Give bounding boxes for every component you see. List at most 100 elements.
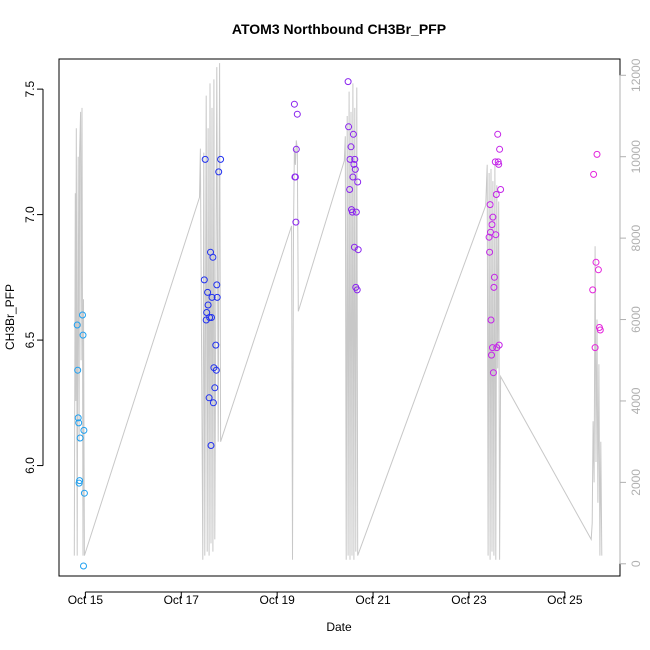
- data-point: [291, 173, 299, 181]
- data-points: [73, 78, 604, 570]
- data-point: [213, 293, 221, 301]
- data-point: [293, 110, 301, 118]
- data-point: [348, 208, 356, 216]
- data-point: [212, 366, 220, 374]
- data-point: [79, 331, 87, 339]
- data-point: [487, 316, 495, 324]
- data-point: [593, 150, 601, 158]
- data-point: [490, 273, 498, 281]
- data-point: [346, 186, 354, 193]
- x-tick-label: Oct 19: [259, 593, 295, 607]
- data-point: [75, 479, 83, 487]
- data-point: [204, 301, 212, 309]
- data-point: [208, 314, 215, 321]
- data-point: [497, 186, 505, 193]
- plot-frame: [58, 58, 621, 577]
- data-point: [590, 170, 598, 178]
- data-point: [346, 155, 354, 163]
- data-point: [203, 309, 211, 316]
- data-point: [206, 314, 214, 321]
- data-point: [351, 155, 359, 163]
- x-tick-label: Oct 23: [451, 593, 487, 607]
- data-point: [486, 201, 494, 209]
- data-point: [205, 394, 213, 402]
- data-point: [592, 258, 600, 266]
- data-point: [74, 414, 82, 422]
- data-point: [349, 130, 357, 138]
- data-point: [354, 246, 362, 254]
- data-point: [80, 562, 87, 570]
- data-point: [292, 145, 300, 153]
- data-point: [353, 286, 361, 294]
- x-tick-label: Oct 25: [547, 593, 583, 607]
- data-point: [496, 145, 504, 153]
- chart-title: ATOM3 Northbound CH3Br_PFP: [232, 21, 446, 37]
- data-point: [209, 399, 217, 407]
- data-point: [591, 344, 599, 352]
- data-point: [201, 155, 209, 163]
- data-point: [490, 283, 498, 291]
- data-point: [290, 100, 298, 108]
- data-point: [80, 489, 88, 497]
- data-point: [74, 366, 82, 374]
- data-point: [596, 326, 604, 334]
- x-axis-label: Date: [326, 620, 352, 634]
- y-tick-label: 7.0: [23, 206, 37, 223]
- altitude-line: [73, 63, 603, 560]
- data-point: [492, 231, 500, 239]
- data-point: [204, 288, 212, 296]
- data-point: [215, 168, 223, 176]
- data-point: [350, 160, 358, 168]
- data-point: [208, 293, 216, 301]
- right-axis-tick-label: 2000: [629, 469, 643, 496]
- data-point: [79, 311, 86, 319]
- altitude-series: [73, 63, 603, 560]
- right-axis-tick-label: 8000: [629, 224, 643, 251]
- data-point: [209, 253, 217, 261]
- right-axis-tick-label: 12000: [629, 58, 643, 92]
- x-tick-label: Oct 15: [68, 593, 104, 607]
- data-point: [349, 173, 357, 181]
- data-point: [486, 248, 494, 256]
- data-point: [492, 191, 500, 198]
- data-point: [217, 155, 225, 163]
- data-point: [589, 286, 597, 294]
- right-axis-tick-label: 0: [629, 560, 643, 567]
- data-point: [345, 123, 353, 131]
- x-tick-label: Oct 21: [355, 593, 391, 607]
- data-point: [75, 419, 83, 427]
- right-axis: 0 2000 4000 6000 8000 10000 12000: [619, 58, 643, 567]
- data-point: [207, 442, 215, 449]
- data-point: [351, 165, 359, 173]
- right-axis-tick-label: 6000: [629, 306, 643, 333]
- y-axis: 6.0 6.5 7.0 7.5: [23, 80, 44, 474]
- data-point: [495, 160, 503, 168]
- data-point: [344, 78, 352, 86]
- data-point: [292, 218, 300, 226]
- data-point: [352, 208, 360, 216]
- data-point: [485, 233, 493, 241]
- data-point: [489, 344, 496, 352]
- data-point: [212, 341, 220, 349]
- data-point: [76, 434, 84, 442]
- y-tick-label: 7.5: [23, 80, 37, 97]
- data-point: [200, 276, 208, 284]
- data-point: [80, 426, 88, 434]
- data-point: [73, 321, 81, 329]
- data-point: [494, 158, 502, 166]
- x-axis: Oct 15 Oct 17 Oct 19 Oct 21 Oct 23 Oct 25: [68, 591, 583, 607]
- y-axis-label: CH3Br_PFP: [3, 284, 17, 350]
- data-point: [594, 266, 602, 274]
- data-point: [494, 130, 502, 138]
- data-point: [489, 369, 497, 377]
- data-point: [347, 143, 355, 151]
- data-point: [354, 178, 362, 186]
- data-point: [211, 384, 219, 392]
- data-point: [495, 341, 503, 349]
- right-axis-tick-label: 4000: [629, 387, 643, 414]
- data-point: [488, 221, 496, 229]
- x-tick-label: Oct 17: [164, 593, 200, 607]
- data-point: [489, 213, 497, 221]
- y-tick-label: 6.0: [23, 457, 37, 474]
